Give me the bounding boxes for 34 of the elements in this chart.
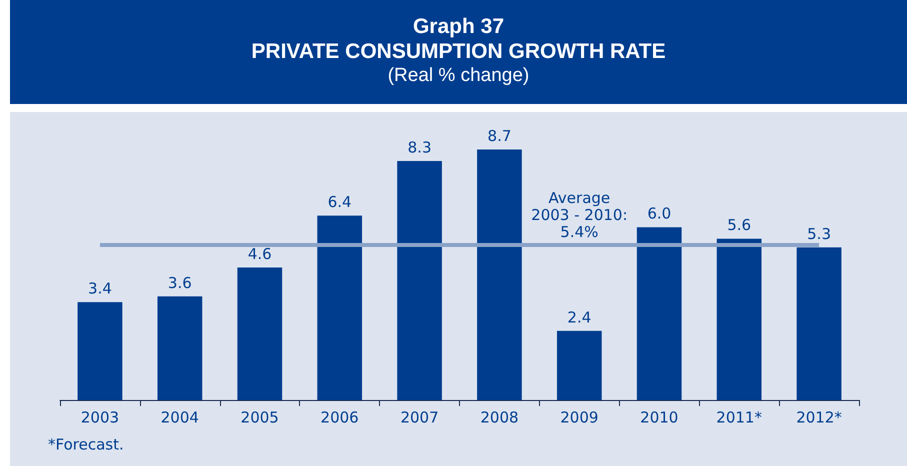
- bar: [78, 302, 122, 400]
- data-label: 2.4: [567, 308, 592, 326]
- text: *Forecast.: [48, 436, 124, 454]
- bar: [556, 330, 602, 400]
- data-label: 3.4: [88, 280, 112, 298]
- x-tick-label: 2010: [640, 408, 678, 426]
- data-label: 6.0: [647, 204, 672, 223]
- data-label: 5.6: [727, 216, 752, 234]
- x-tick-label: 2005: [240, 408, 279, 426]
- data-label: 4.6: [248, 245, 272, 264]
- x-tick-label: 2011*: [716, 408, 762, 426]
- x-tick-label: 2003: [80, 408, 120, 426]
- bar: [157, 296, 202, 400]
- data-label: 8.3: [408, 138, 432, 156]
- bar: [796, 247, 842, 400]
- bar: [237, 268, 282, 400]
- ref-line-label: Average 2003 - 2010: 5.4%: [531, 188, 628, 241]
- x-tick-label: 2008: [480, 408, 519, 426]
- bar: [636, 227, 682, 400]
- bar: [477, 149, 522, 400]
- x-tick-label: 2012*: [796, 408, 842, 426]
- data-label: 6.4: [328, 193, 352, 212]
- x-tick-label: 2007: [400, 408, 439, 426]
- chart-subtitle: (Real % change): [386, 64, 530, 88]
- bar: [317, 216, 362, 400]
- data-label: 8.7: [488, 126, 512, 145]
- data-label: 3.6: [168, 274, 192, 292]
- x-tick-label: 2006: [320, 408, 359, 426]
- x-tick-label: 2004: [160, 408, 199, 426]
- x-tick-label: 2009: [560, 408, 598, 426]
- bar: [716, 238, 762, 400]
- chart-title: Graph 37 PRIVATE CONSUMPTION GROWTH RATE: [250, 14, 667, 64]
- data-label: 5.3: [807, 224, 831, 243]
- bar: [397, 160, 442, 400]
